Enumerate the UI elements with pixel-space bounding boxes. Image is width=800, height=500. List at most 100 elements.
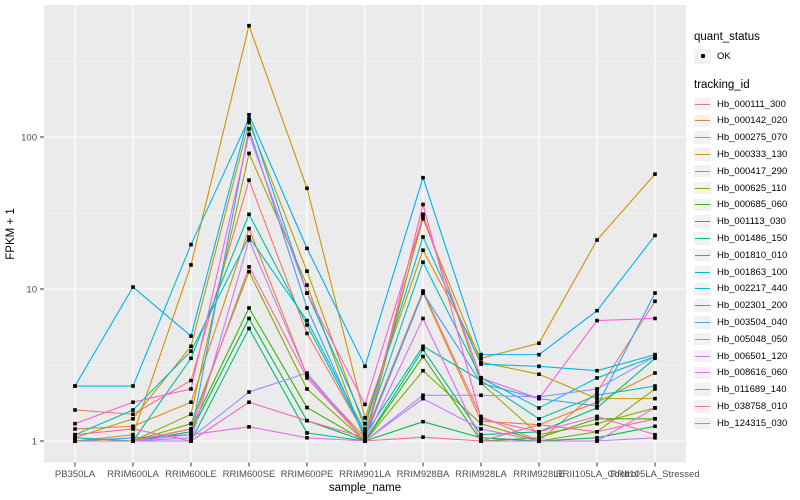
data-point <box>305 376 309 380</box>
data-point <box>421 202 425 207</box>
data-point <box>653 406 657 410</box>
data-point <box>73 427 77 431</box>
legend-item-label: Hb_005048_050 <box>717 333 788 345</box>
legend-key-box <box>694 349 711 363</box>
legend-item-label: Hb_002301_200 <box>717 300 788 312</box>
data-point <box>537 406 541 410</box>
data-point <box>479 427 483 431</box>
legend-key-box <box>694 282 711 296</box>
x-axis-title: sample_name <box>329 482 401 494</box>
data-point <box>537 352 541 357</box>
data-point <box>653 435 657 440</box>
data-point <box>247 178 251 182</box>
data-point <box>421 396 425 401</box>
x-tick-label: RRIM600SE <box>223 469 276 480</box>
data-point <box>421 344 425 349</box>
data-point <box>305 269 309 273</box>
legend-item-label: Hb_000111_300 <box>717 98 786 110</box>
legend-item-Hb_000275_070: Hb_000275_070 <box>694 131 800 144</box>
legend-item-label: Hb_000142_020 <box>717 115 788 127</box>
data-point <box>131 439 135 443</box>
legend-key-line-icon <box>695 120 710 122</box>
data-point <box>363 364 367 369</box>
legend-item-label: Hb_001810_010 <box>717 249 788 261</box>
data-point <box>189 263 193 267</box>
legend-item-label: Hb_011689_140 <box>717 384 787 396</box>
legend-item-Hb_000417_290: Hb_000417_290 <box>694 164 800 178</box>
data-point <box>189 432 193 437</box>
data-point <box>305 405 309 410</box>
legend-item-Hb_000111_300: Hb_000111_300 <box>694 97 800 111</box>
data-point <box>479 381 483 386</box>
data-point <box>421 435 425 439</box>
data-point <box>73 408 77 412</box>
legend-key-box <box>694 400 711 413</box>
data-point <box>363 421 367 426</box>
x-tick-label: RRII105LA_Control <box>556 469 638 480</box>
data-point <box>421 291 425 295</box>
data-point <box>479 378 483 383</box>
data-point <box>537 435 541 440</box>
legend-key-line-icon <box>695 321 710 323</box>
data-point <box>363 435 367 440</box>
data-point <box>189 429 193 434</box>
legend-item-Hb_000625_110: Hb_000625_110 <box>694 181 800 195</box>
legend-item-label: Hb_006501_120 <box>717 350 788 362</box>
data-point <box>537 396 541 401</box>
legend-key-line-icon <box>695 153 710 155</box>
data-point <box>537 372 541 377</box>
data-point <box>595 406 599 410</box>
data-point <box>305 373 309 378</box>
data-point <box>73 439 77 443</box>
legend-key-box <box>694 265 711 279</box>
data-point <box>595 429 599 434</box>
legend-item-label: Hb_001113_030 <box>717 216 786 228</box>
x-tick-label: RRIM928LA <box>455 469 507 480</box>
data-point <box>479 376 483 380</box>
data-point <box>305 291 309 295</box>
data-point <box>305 283 309 287</box>
data-point <box>247 226 251 231</box>
data-point <box>595 390 599 394</box>
legend-key-box <box>694 148 711 161</box>
data-point <box>421 216 425 221</box>
legend-key-box <box>694 114 711 128</box>
data-point <box>421 212 425 217</box>
data-point <box>247 316 251 321</box>
legend-key-line-icon <box>695 221 710 223</box>
legend-key-line-icon <box>695 305 710 307</box>
data-point <box>363 429 367 434</box>
legend-key-line-icon <box>695 187 710 189</box>
data-point <box>305 435 309 440</box>
data-point <box>131 285 135 289</box>
legend-item-Hb_001810_010: Hb_001810_010 <box>694 248 800 262</box>
data-point <box>305 418 309 423</box>
legend-key-box <box>694 383 711 396</box>
legend-item-label: Hb_001486_150 <box>717 232 788 244</box>
legend-item-Hb_000685_060: Hb_000685_060 <box>694 198 800 212</box>
data-point <box>479 419 483 423</box>
data-point <box>479 393 483 398</box>
data-point <box>653 356 657 361</box>
data-point <box>189 435 193 440</box>
data-point <box>189 400 193 404</box>
x-tick-label: RRIM600LE <box>165 469 217 480</box>
legend-item-label: Hb_000625_110 <box>717 182 787 194</box>
data-point <box>247 400 251 404</box>
legend-key-line-icon <box>695 170 710 172</box>
data-point <box>653 291 657 295</box>
data-point <box>189 421 193 426</box>
data-point <box>421 368 425 373</box>
data-point <box>479 416 483 421</box>
data-point <box>653 352 657 357</box>
x-tick-label: RRIM928LE <box>513 469 565 480</box>
legend-items: Hb_000111_300 Hb_000142_020 Hb_000275_070 H… <box>694 97 800 430</box>
data-point <box>305 371 309 375</box>
legend-key-line-icon <box>695 237 710 239</box>
legend-key-box <box>694 299 711 312</box>
legend-key-box <box>694 48 711 64</box>
ok-point-icon <box>700 54 705 59</box>
data-point <box>305 306 309 310</box>
legend: quant_status OK tracking_id Hb_000111_30… <box>694 31 800 434</box>
